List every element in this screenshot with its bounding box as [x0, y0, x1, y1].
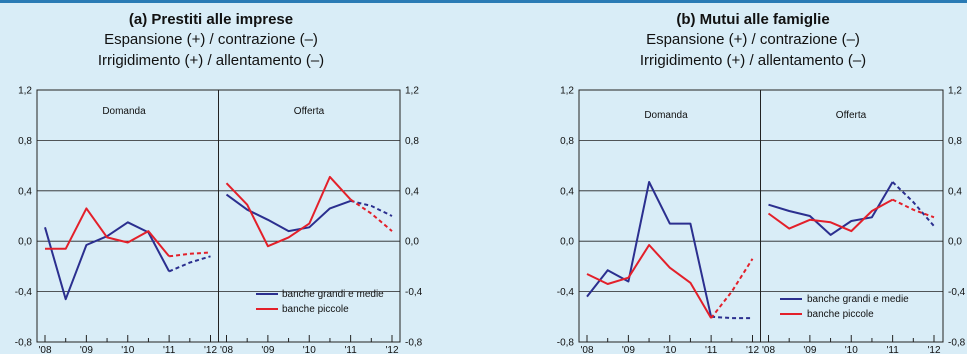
chart-a-offerta-line-large [225, 193, 351, 233]
chart-a-ytick-right: 1,2 [405, 86, 419, 97]
chart-b-ytick-left: 0,8 [560, 136, 574, 147]
chart-b-xtick-label: '09 [622, 345, 635, 354]
chart-b-legend-small: banche piccole [807, 309, 874, 320]
chart-a-ytick-right: 0,4 [405, 186, 419, 197]
chart-b-title: (b) Mutui alle famiglie [676, 11, 829, 28]
chart-a-ytick-right: 0,8 [405, 136, 419, 147]
chart-b-xtick-label: '08 [762, 345, 775, 354]
chart-b-ytick-right: 1,2 [948, 86, 962, 97]
chart-a-ytick-right: -0,4 [405, 287, 423, 298]
chart-b-xtick-label: '08 [580, 345, 593, 354]
chart-a-xtick-label: '12 [385, 345, 398, 354]
chart-a-ytick-left: 0,0 [18, 237, 32, 248]
chart-b-subtitle-2: Irrigidimento (+) / allentamento (–) [640, 52, 866, 69]
chart-a-offerta-forecast-large [350, 199, 393, 217]
chart-a-ytick-left: 1,2 [18, 86, 32, 97]
chart-a-xtick-label: '11 [344, 345, 357, 354]
chart-b-xtick-label: '12 [746, 345, 759, 354]
chart-b-offerta-forecast-small [892, 198, 935, 219]
chart-b-ytick-right: -0,4 [948, 287, 966, 298]
chart-b-ytick-right: 0,4 [948, 186, 962, 197]
chart-a-panel-domanda: Domanda [102, 106, 146, 117]
chart-a-domanda-forecast-small [168, 251, 211, 258]
chart-b-ytick-left: -0,8 [557, 338, 575, 349]
chart-b-ytick-right: 0,8 [948, 136, 962, 147]
top-rule [0, 0, 967, 3]
chart-a-domanda-forecast-large [168, 255, 211, 273]
chart-a-offerta-line-small [225, 175, 352, 248]
chart-a-ytick-left: 0,4 [18, 186, 32, 197]
chart-b-offerta-forecast-large [891, 181, 935, 227]
chart-a-subtitle-1: Espansione (+) / contrazione (–) [104, 31, 318, 48]
chart-b-ytick-left: -0,4 [557, 287, 575, 298]
chart-a-xtick-label: '10 [303, 345, 316, 354]
chart-b-domanda-line-large [586, 181, 713, 318]
chart-b-xtick-label: '11 [705, 345, 718, 354]
chart-b-subtitle-1: Espansione (+) / contrazione (–) [646, 31, 860, 48]
chart-a-ytick-left: -0,4 [15, 287, 33, 298]
chart-a-xtick-label: '09 [261, 345, 274, 354]
chart-a-subtitle-2: Irrigidimento (+) / allentamento (–) [98, 52, 324, 69]
chart-a-xtick-label: '10 [121, 345, 134, 354]
chart-a-ytick-right: -0,8 [405, 338, 423, 349]
chart-a-xtick-label: '09 [80, 345, 93, 354]
chart-a-ytick-right: 0,0 [405, 237, 419, 248]
chart-a-title: (a) Prestiti alle imprese [129, 11, 293, 28]
chart-b-legend-large: banche grandi e medie [807, 294, 909, 305]
chart-a-ytick-left: -0,8 [15, 338, 33, 349]
chart-b-xtick-label: '10 [663, 345, 676, 354]
chart-b-domanda-line-small [586, 244, 712, 319]
chart-b-ytick-left: 1,2 [560, 86, 574, 97]
chart-b-panel-offerta: Offerta [836, 110, 867, 121]
chart-b-offerta-line-small [767, 198, 894, 233]
chart-b-offerta-line-large [768, 181, 894, 236]
chart-b-ytick-right: 0,0 [948, 237, 962, 248]
chart-a-xtick-label: '08 [38, 345, 51, 354]
chart-b-ytick-left: 0,0 [560, 237, 574, 248]
chart-b-xtick-label: '11 [886, 345, 899, 354]
chart-b-domanda-forecast-small [710, 258, 754, 319]
chart-a-panel-offerta: Offerta [294, 106, 325, 117]
chart-b-xtick-label: '12 [927, 345, 940, 354]
chart-a-legend-large: banche grandi e medie [282, 289, 384, 300]
chart-a-domanda-line-small [45, 207, 170, 257]
chart-a-ytick-left: 0,8 [18, 136, 32, 147]
chart-b-panel-domanda: Domanda [644, 110, 688, 121]
chart-a-xtick-label: '08 [220, 345, 233, 354]
chart-b-ytick-right: -0,8 [948, 338, 966, 349]
chart-a-xtick-label: '11 [163, 345, 176, 354]
chart-a-offerta-forecast-small [350, 198, 393, 232]
chart-b-domanda-forecast-large [711, 315, 753, 320]
chart-b-ytick-left: 0,4 [560, 186, 574, 197]
chart-a-xtick-label: '12 [204, 345, 217, 354]
chart-b-xtick-label: '09 [803, 345, 816, 354]
chart-a-legend-small: banche piccole [282, 304, 349, 315]
chart-b-xtick-label: '10 [845, 345, 858, 354]
